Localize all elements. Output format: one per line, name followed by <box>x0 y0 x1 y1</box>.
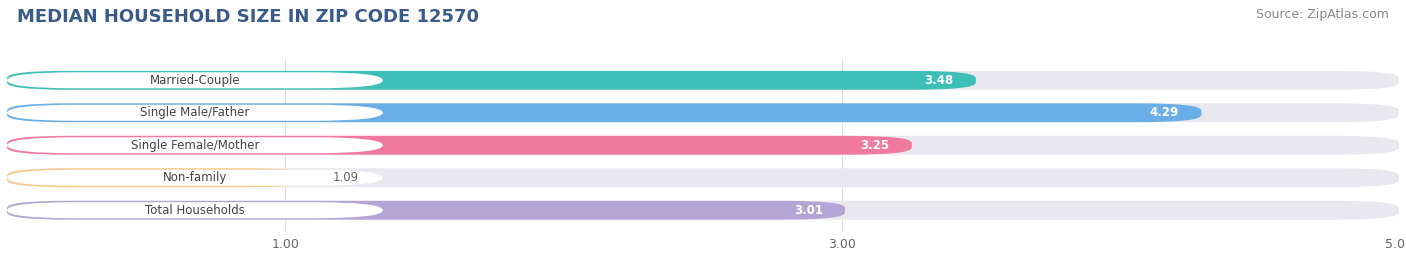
FancyBboxPatch shape <box>7 105 382 121</box>
Text: Non-family: Non-family <box>163 171 228 184</box>
Text: MEDIAN HOUSEHOLD SIZE IN ZIP CODE 12570: MEDIAN HOUSEHOLD SIZE IN ZIP CODE 12570 <box>17 8 479 26</box>
Text: 1.09: 1.09 <box>333 171 359 184</box>
Text: 3.48: 3.48 <box>924 74 953 87</box>
Text: Single Male/Father: Single Male/Father <box>141 106 250 119</box>
FancyBboxPatch shape <box>7 170 382 186</box>
FancyBboxPatch shape <box>7 136 1399 155</box>
Text: Source: ZipAtlas.com: Source: ZipAtlas.com <box>1256 8 1389 21</box>
FancyBboxPatch shape <box>7 137 382 153</box>
Text: 3.01: 3.01 <box>794 204 823 217</box>
FancyBboxPatch shape <box>7 103 1399 122</box>
Text: Married-Couple: Married-Couple <box>149 74 240 87</box>
Text: 3.25: 3.25 <box>860 139 890 152</box>
FancyBboxPatch shape <box>7 168 311 187</box>
FancyBboxPatch shape <box>7 71 976 90</box>
FancyBboxPatch shape <box>7 201 1399 220</box>
Text: 4.29: 4.29 <box>1150 106 1180 119</box>
FancyBboxPatch shape <box>7 136 912 155</box>
FancyBboxPatch shape <box>7 72 382 88</box>
FancyBboxPatch shape <box>7 202 382 218</box>
Text: Total Households: Total Households <box>145 204 245 217</box>
FancyBboxPatch shape <box>7 103 1201 122</box>
FancyBboxPatch shape <box>7 201 845 220</box>
Text: Single Female/Mother: Single Female/Mother <box>131 139 259 152</box>
FancyBboxPatch shape <box>7 168 1399 187</box>
FancyBboxPatch shape <box>7 71 1399 90</box>
